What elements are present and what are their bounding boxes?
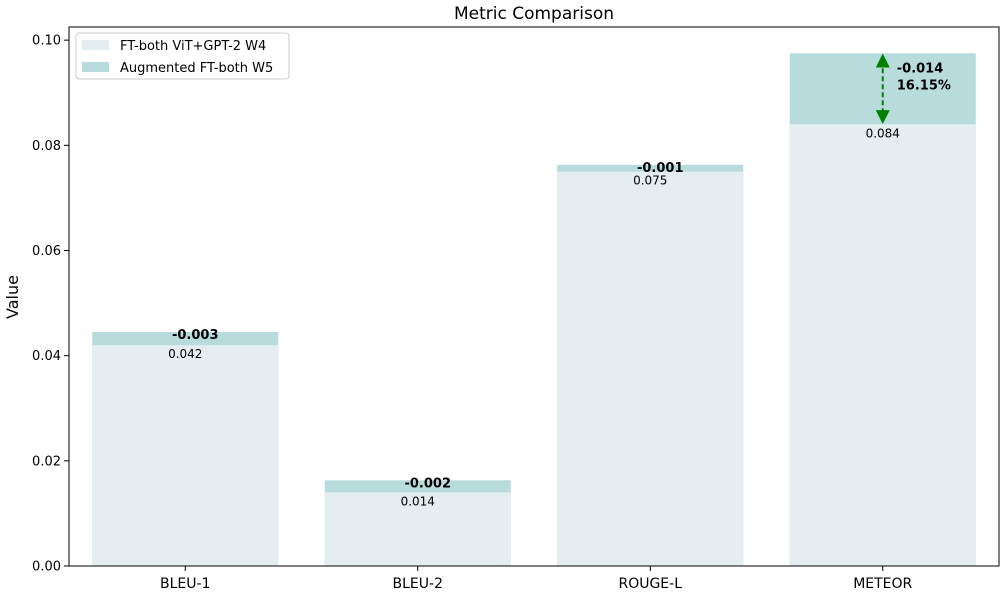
bar-ft-both-meteor bbox=[789, 124, 976, 566]
x-tick-label-bleu-1: BLEU-1 bbox=[160, 576, 210, 592]
bars-layer bbox=[92, 53, 976, 567]
y-tick-label: 0.08 bbox=[32, 139, 61, 154]
value-label-rouge-l: 0.075 bbox=[633, 174, 667, 188]
legend-label-ft-both: FT-both ViT+GPT-2 W4 bbox=[120, 39, 266, 54]
percent-label-meteor: 16.15% bbox=[897, 78, 951, 93]
y-tick-label: 0.10 bbox=[32, 34, 61, 49]
value-label-bleu-2: 0.014 bbox=[401, 494, 435, 508]
bar-ft-both-bleu-1 bbox=[92, 345, 279, 566]
value-label-bleu-1: 0.042 bbox=[168, 347, 202, 361]
x-tick-label-rouge-l: ROUGE-L bbox=[618, 576, 682, 592]
difference-label-bleu-2: -0.002 bbox=[404, 476, 451, 491]
difference-label-bleu-1: -0.003 bbox=[172, 328, 219, 343]
y-tick-label: 0.06 bbox=[32, 244, 61, 259]
legend-swatch-ft-both bbox=[82, 40, 109, 50]
legend-label-augmented: Augmented FT-both W5 bbox=[120, 61, 273, 76]
annotations-layer: 0.042 -0.003 0.014 -0.002 0.075-0.001 0.084 -0… bbox=[168, 53, 951, 508]
legend-box bbox=[75, 32, 290, 80]
legend: FT-both ViT+GPT-2 W4 Augmented FT-both W… bbox=[75, 32, 290, 80]
difference-label-meteor: -0.014 bbox=[897, 61, 944, 76]
y-axis-label: Value bbox=[3, 275, 22, 319]
value-label-meteor: 0.084 bbox=[866, 126, 900, 140]
x-axis-ticks: BLEU-1 BLEU-2 ROUGE-L METEOR bbox=[160, 566, 913, 592]
y-tick-label: 0.02 bbox=[32, 454, 61, 469]
plot-frame bbox=[68, 26, 1000, 567]
y-tick-label: 0.04 bbox=[32, 349, 61, 364]
x-tick-label-bleu-2: BLEU-2 bbox=[393, 576, 443, 592]
bar-ft-both-bleu-2 bbox=[324, 492, 511, 566]
difference-label-rouge-l: -0.001 bbox=[637, 161, 684, 176]
bar-ft-both-rouge-l bbox=[557, 171, 744, 567]
chart-title: Metric Comparison bbox=[454, 4, 614, 24]
y-tick-label: 0.00 bbox=[32, 560, 61, 575]
x-tick-label-meteor: METEOR bbox=[853, 576, 912, 592]
legend-swatch-augmented bbox=[82, 62, 109, 72]
y-axis-ticks: 0.00 0.02 0.04 0.06 0.08 0.10 bbox=[32, 34, 69, 575]
